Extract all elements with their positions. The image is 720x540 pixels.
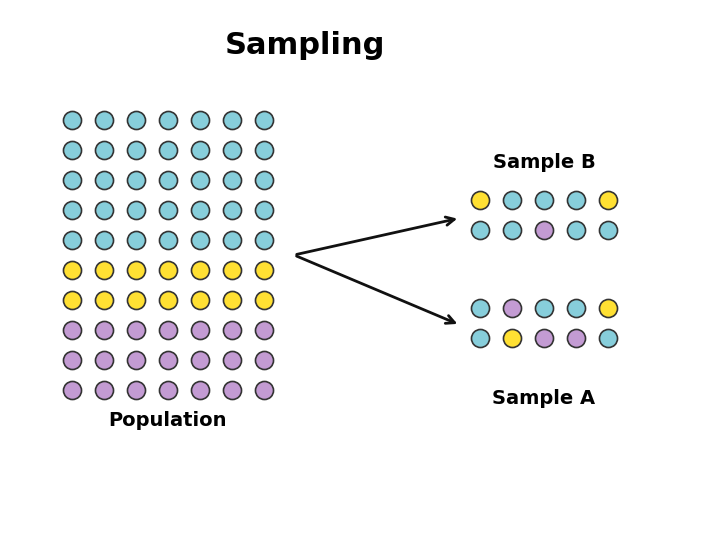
Text: Sample B: Sample B (492, 152, 595, 172)
Text: Sample A: Sample A (492, 388, 595, 408)
Text: Population: Population (109, 410, 228, 429)
Text: Sampling: Sampling (225, 30, 385, 59)
